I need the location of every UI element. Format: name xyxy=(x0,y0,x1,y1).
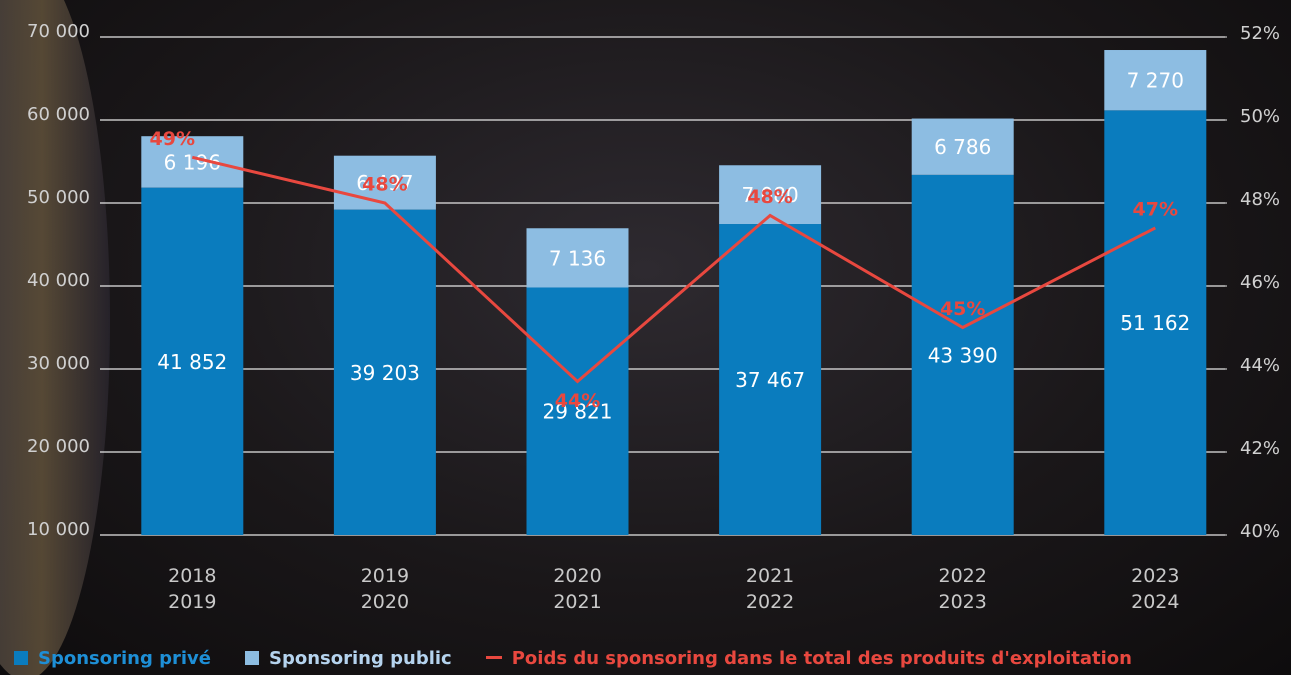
data-label: 39 203 xyxy=(350,361,420,385)
bar-segment xyxy=(526,287,629,535)
y2-tick-label: 48% xyxy=(1240,189,1280,210)
data-label: 41 852 xyxy=(157,350,227,374)
legend-swatch xyxy=(14,651,28,665)
x-tick-label: 2022 2023 xyxy=(938,565,987,613)
data-label: 6 786 xyxy=(934,135,991,159)
data-label: 43 390 xyxy=(928,343,998,367)
legend-label: Sponsoring privé xyxy=(38,648,211,669)
bar-segment xyxy=(333,155,436,210)
line-label: 48% xyxy=(747,186,792,208)
legend-label: Sponsoring public xyxy=(269,648,452,669)
legend-item: Sponsoring public xyxy=(245,648,452,669)
legend-swatch xyxy=(245,651,259,665)
bar-segment xyxy=(333,209,436,535)
y-tick-label: 60 000 xyxy=(27,104,90,125)
legend-swatch xyxy=(485,656,502,659)
line-label: 48% xyxy=(362,174,407,196)
data-label: 7 136 xyxy=(549,246,606,270)
data-label: 6 497 xyxy=(356,171,413,195)
line-label: 47% xyxy=(1133,198,1178,220)
y-tick-label: 40 000 xyxy=(27,270,90,291)
data-label: 37 467 xyxy=(735,368,805,392)
line-label: 49% xyxy=(150,128,195,150)
bar-segment xyxy=(1104,110,1207,535)
data-label: 7 270 xyxy=(1127,69,1184,93)
bar-segment xyxy=(911,174,1014,535)
bar-segment xyxy=(141,136,244,188)
y-tick-label: 10 000 xyxy=(27,519,90,540)
data-label: 7 080 xyxy=(741,183,798,207)
data-label: 29 821 xyxy=(543,400,613,424)
x-tick-label: 2020 2021 xyxy=(553,565,602,613)
x-tick-label: 2018 2019 xyxy=(168,565,217,613)
y2-tick-label: 50% xyxy=(1240,106,1280,127)
bar-segment xyxy=(1104,50,1207,111)
y-tick-label: 30 000 xyxy=(27,353,90,374)
bar-segment xyxy=(526,228,629,288)
x-tick-label: 2021 2022 xyxy=(745,565,795,613)
legend-label: Poids du sponsoring dans le total des pr… xyxy=(511,648,1132,669)
legend: Sponsoring privé Sponsoring public Poids d… xyxy=(14,648,1291,669)
bar-segment xyxy=(719,224,822,535)
legend-item: Poids du sponsoring dans le total des pr… xyxy=(485,648,1132,669)
y2-tick-label: 44% xyxy=(1240,355,1280,376)
y-tick-label: 70 000 xyxy=(27,21,90,42)
y-tick-label: 20 000 xyxy=(27,436,90,457)
y-tick-label: 50 000 xyxy=(27,187,90,208)
y2-tick-label: 52% xyxy=(1240,23,1280,44)
y2-tick-label: 46% xyxy=(1240,272,1280,293)
x-tick-label: 2023 2024 xyxy=(1131,565,1180,613)
line-label: 45% xyxy=(940,298,985,320)
x-tick-label: 2019 2020 xyxy=(360,565,410,613)
bar-segment xyxy=(911,118,1014,175)
data-label: 51 162 xyxy=(1120,311,1190,335)
y2-tick-label: 40% xyxy=(1240,521,1280,542)
bar-segment xyxy=(141,187,244,535)
line xyxy=(191,155,1156,384)
y2-tick-label: 42% xyxy=(1240,438,1280,459)
legend-item: Sponsoring privé xyxy=(14,648,211,669)
line-label: 44% xyxy=(555,390,600,412)
